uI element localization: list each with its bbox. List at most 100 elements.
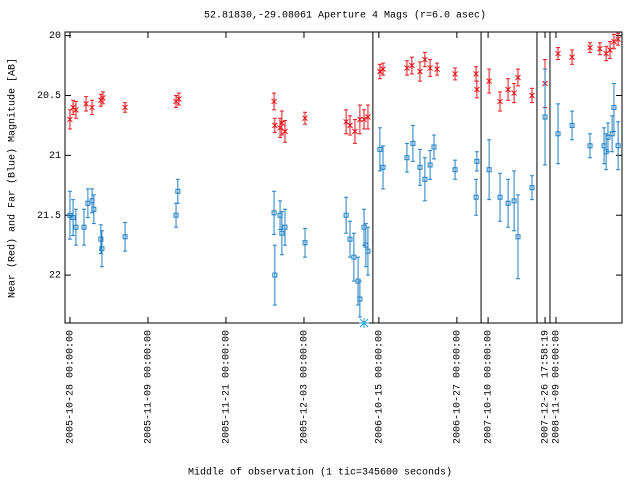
point bbox=[357, 296, 363, 302]
y-tick-label: 22 bbox=[49, 271, 61, 282]
point bbox=[587, 143, 593, 149]
point bbox=[607, 46, 613, 53]
point bbox=[515, 234, 521, 240]
y-tick-label: 21 bbox=[49, 151, 61, 162]
point bbox=[473, 194, 479, 200]
chart-title: 52.81830,-29.08061 Aperture 4 Mags (r=6.… bbox=[204, 10, 486, 22]
point bbox=[282, 224, 288, 230]
point bbox=[380, 66, 386, 73]
point bbox=[83, 100, 89, 107]
point bbox=[605, 134, 611, 140]
point bbox=[569, 54, 575, 61]
point bbox=[497, 98, 503, 105]
point bbox=[597, 45, 603, 52]
point bbox=[611, 104, 617, 110]
point bbox=[542, 114, 548, 120]
point bbox=[555, 131, 561, 137]
point bbox=[505, 86, 511, 93]
point bbox=[587, 44, 593, 51]
point bbox=[569, 122, 575, 128]
point bbox=[365, 248, 371, 254]
point bbox=[279, 120, 285, 127]
point bbox=[615, 36, 621, 43]
point bbox=[122, 104, 128, 111]
point bbox=[377, 68, 383, 75]
point bbox=[422, 176, 428, 182]
point bbox=[173, 212, 179, 218]
x-tick-label: 2008-11-09 00:00:00 bbox=[552, 330, 563, 444]
point bbox=[357, 116, 363, 123]
point bbox=[347, 236, 353, 242]
point bbox=[452, 167, 458, 173]
point bbox=[282, 128, 288, 135]
point bbox=[515, 74, 521, 81]
point bbox=[343, 212, 349, 218]
x-tick-label: 2005-11-09 00:00:00 bbox=[144, 330, 155, 444]
point bbox=[271, 122, 278, 129]
point bbox=[377, 146, 383, 152]
point bbox=[427, 162, 433, 168]
point bbox=[176, 96, 182, 103]
point bbox=[380, 164, 386, 170]
x-tick-label: 2006-10-15 00:00:00 bbox=[375, 330, 386, 444]
y-tick-label: 21.5 bbox=[37, 211, 61, 222]
point bbox=[91, 206, 97, 212]
point bbox=[175, 188, 181, 194]
x-tick-label: 2005-11-21 00:00:00 bbox=[222, 330, 233, 444]
plot-frame bbox=[64, 31, 623, 324]
point bbox=[347, 122, 353, 129]
point bbox=[486, 167, 492, 173]
point bbox=[272, 272, 278, 278]
point bbox=[361, 116, 367, 123]
x-tick-label: 2005-12-03 00:00:00 bbox=[300, 330, 311, 444]
point bbox=[511, 90, 517, 97]
point bbox=[271, 98, 277, 105]
point bbox=[73, 106, 79, 113]
point bbox=[417, 164, 423, 170]
x-axis-label: Middle of observation (1 tic=345600 seco… bbox=[188, 467, 452, 479]
point bbox=[529, 185, 535, 191]
point bbox=[70, 215, 76, 221]
y-axis-label: Near (Red) and Far (Blue) Magnitude [AB] bbox=[7, 58, 19, 298]
point bbox=[271, 210, 277, 216]
point bbox=[427, 64, 433, 71]
point bbox=[473, 70, 479, 77]
x-tick-label: 2006-10-27 00:00:00 bbox=[453, 330, 464, 444]
point bbox=[302, 240, 308, 246]
point bbox=[474, 86, 480, 93]
point bbox=[352, 128, 358, 135]
limit-marker bbox=[359, 318, 370, 328]
point bbox=[89, 104, 95, 111]
point bbox=[365, 114, 371, 121]
point bbox=[497, 194, 503, 200]
point bbox=[615, 143, 621, 149]
point bbox=[67, 116, 73, 123]
point bbox=[100, 94, 106, 101]
point bbox=[474, 158, 480, 164]
x-tick-label: 2007-12-26 17:58:19 bbox=[541, 330, 552, 444]
point bbox=[505, 200, 511, 206]
point bbox=[422, 56, 428, 63]
point bbox=[555, 50, 561, 57]
point bbox=[99, 246, 105, 252]
point bbox=[434, 66, 440, 73]
point bbox=[404, 64, 410, 71]
point bbox=[417, 68, 423, 75]
point bbox=[81, 224, 87, 230]
point bbox=[431, 144, 437, 150]
point bbox=[409, 62, 415, 69]
point bbox=[529, 92, 535, 99]
point bbox=[279, 230, 285, 236]
point bbox=[410, 140, 416, 146]
point bbox=[404, 155, 410, 161]
y-tick-label: 20.5 bbox=[37, 91, 61, 102]
point bbox=[98, 236, 104, 242]
x-tick-label: 2005-10-28 00:00:00 bbox=[66, 330, 77, 444]
point bbox=[511, 198, 517, 204]
x-tick-label: 2007-10-10 00:00:00 bbox=[484, 330, 495, 444]
point bbox=[351, 254, 357, 260]
point bbox=[73, 224, 79, 230]
y-tick-label: 20 bbox=[49, 31, 61, 42]
